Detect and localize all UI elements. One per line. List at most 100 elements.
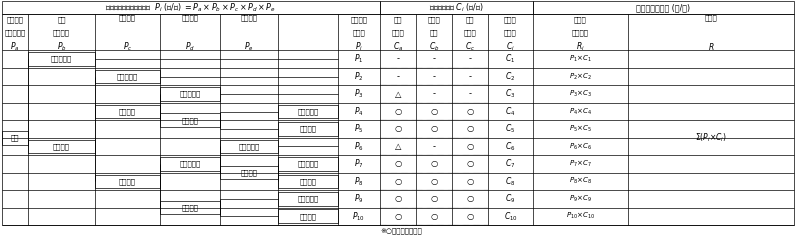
Text: リスク: リスク (704, 14, 717, 21)
Bar (2, 1, 380, 14)
Text: 営業: 営業 (466, 16, 474, 23)
Text: -: - (469, 89, 471, 99)
Text: $P_7{\times}C_7$: $P_7{\times}C_7$ (569, 159, 592, 169)
Text: 衝突確率: 衝突確率 (181, 14, 198, 21)
Bar (28, 140, 95, 153)
Bar (95, 105, 160, 118)
Text: -: - (432, 89, 435, 99)
Text: $P_6$: $P_6$ (354, 140, 364, 153)
Bar (278, 209, 338, 223)
Text: $P_9{\times}C_9$: $P_9{\times}C_9$ (569, 194, 592, 204)
Text: ○: ○ (466, 177, 474, 186)
Text: -: - (432, 55, 435, 64)
Text: 脱線しない: 脱線しない (298, 108, 318, 115)
Text: $R$: $R$ (708, 41, 714, 52)
Bar (95, 174, 160, 188)
Text: 直撃しない: 直撃しない (179, 91, 201, 97)
Text: 岩塊: 岩塊 (11, 134, 19, 141)
Bar (278, 192, 338, 206)
Text: 脱線確率: 脱線確率 (240, 14, 257, 21)
Text: ○: ○ (466, 124, 474, 133)
Text: 社会的: 社会的 (427, 16, 440, 23)
Text: ○: ○ (394, 212, 402, 221)
Text: 復旧費: 復旧費 (392, 30, 404, 36)
Text: $P_6{\times}C_6$: $P_6{\times}C_6$ (569, 141, 592, 152)
Text: -: - (396, 55, 400, 64)
Text: $P_7$: $P_7$ (354, 158, 364, 170)
Text: ※○は該当する項目: ※○は該当する項目 (380, 228, 422, 234)
Text: $P_4$: $P_4$ (354, 105, 364, 118)
Text: 落石発生: 落石発生 (6, 16, 24, 23)
Text: $P_3{\times}C_3$: $P_3{\times}C_3$ (569, 89, 592, 99)
Text: $C_9$: $C_9$ (505, 193, 516, 205)
Text: ○: ○ (431, 194, 438, 203)
Text: $P_{10}{\times}C_{10}$: $P_{10}{\times}C_{10}$ (566, 211, 595, 221)
Text: $C_3$: $C_3$ (505, 88, 516, 100)
Text: 路路: 路路 (57, 16, 66, 23)
Text: 直撃確率: 直撃確率 (119, 14, 136, 21)
Text: $C_{10}$: $C_{10}$ (504, 210, 517, 223)
Bar (278, 157, 338, 171)
Bar (160, 157, 220, 171)
Text: $P_1{\times}C_1$: $P_1{\times}C_1$ (569, 54, 592, 64)
Bar (160, 201, 220, 214)
Bar (220, 140, 278, 153)
Text: ○: ○ (466, 159, 474, 168)
Text: $P_2$: $P_2$ (354, 70, 364, 83)
Text: $P_9$: $P_9$ (354, 193, 364, 205)
Text: $P_e$: $P_e$ (244, 40, 254, 53)
Text: ○: ○ (466, 194, 474, 203)
Text: 発生時の損失 $C_i$ (円/回): 発生時の損失 $C_i$ (円/回) (429, 2, 484, 14)
Text: 到達しない: 到達しない (117, 73, 139, 80)
Text: 直撃する: 直撃する (181, 117, 198, 123)
Text: 直撃しない: 直撃しない (179, 161, 201, 167)
Text: ○: ○ (431, 107, 438, 116)
Text: 落石災害リスク (円/年): 落石災害リスク (円/年) (637, 3, 691, 12)
Text: 脱線しない: 脱線しない (298, 196, 318, 202)
Text: ○: ○ (466, 142, 474, 151)
Text: $C_c$: $C_c$ (465, 40, 475, 53)
Text: △: △ (395, 142, 401, 151)
Text: △: △ (395, 89, 401, 99)
Text: のリスク: のリスク (572, 30, 589, 36)
Text: 衝突する: 衝突する (240, 169, 257, 176)
Text: ○: ○ (394, 194, 402, 203)
Text: -: - (469, 72, 471, 81)
Bar (278, 122, 338, 136)
Text: ○: ○ (466, 212, 474, 221)
Text: $P_c$: $P_c$ (123, 40, 132, 53)
Text: $P_1$: $P_1$ (354, 53, 364, 65)
Bar (220, 166, 278, 179)
Text: -: - (396, 72, 400, 81)
Text: $C_4$: $C_4$ (505, 105, 516, 118)
Bar (160, 113, 220, 127)
Bar (2, 131, 28, 145)
Text: 応急: 応急 (394, 16, 402, 23)
Text: $P_a$: $P_a$ (10, 40, 20, 53)
Text: $C_1$: $C_1$ (505, 53, 516, 65)
Text: $P_3$: $P_3$ (354, 88, 364, 100)
Text: $C_b$: $C_b$ (429, 40, 439, 53)
Text: 落石する: 落石する (53, 143, 70, 150)
Text: ○: ○ (431, 124, 438, 133)
Text: $C_2$: $C_2$ (505, 70, 516, 83)
Bar (160, 87, 220, 101)
Text: 直撃する: 直撃する (181, 204, 198, 211)
Text: -: - (432, 142, 435, 151)
Text: ○: ○ (431, 212, 438, 221)
Bar (28, 52, 95, 66)
Text: $P_8{\times}C_8$: $P_8{\times}C_8$ (569, 176, 592, 186)
Text: 各事象: 各事象 (574, 16, 587, 23)
Text: $P_d$: $P_d$ (185, 40, 195, 53)
Text: $P_8$: $P_8$ (354, 175, 364, 188)
Text: 脱線する: 脱線する (299, 213, 317, 220)
Text: $C_i$: $C_i$ (506, 40, 515, 53)
Text: ○: ○ (394, 159, 402, 168)
Text: 衝突しない: 衝突しない (238, 143, 259, 150)
Bar (380, 1, 533, 14)
Text: $P_{10}$: $P_{10}$ (353, 210, 365, 223)
Text: ○: ○ (431, 159, 438, 168)
Text: $C_5$: $C_5$ (505, 123, 516, 135)
Text: 停止する: 停止する (119, 178, 136, 185)
Text: 影響: 影響 (430, 30, 439, 36)
